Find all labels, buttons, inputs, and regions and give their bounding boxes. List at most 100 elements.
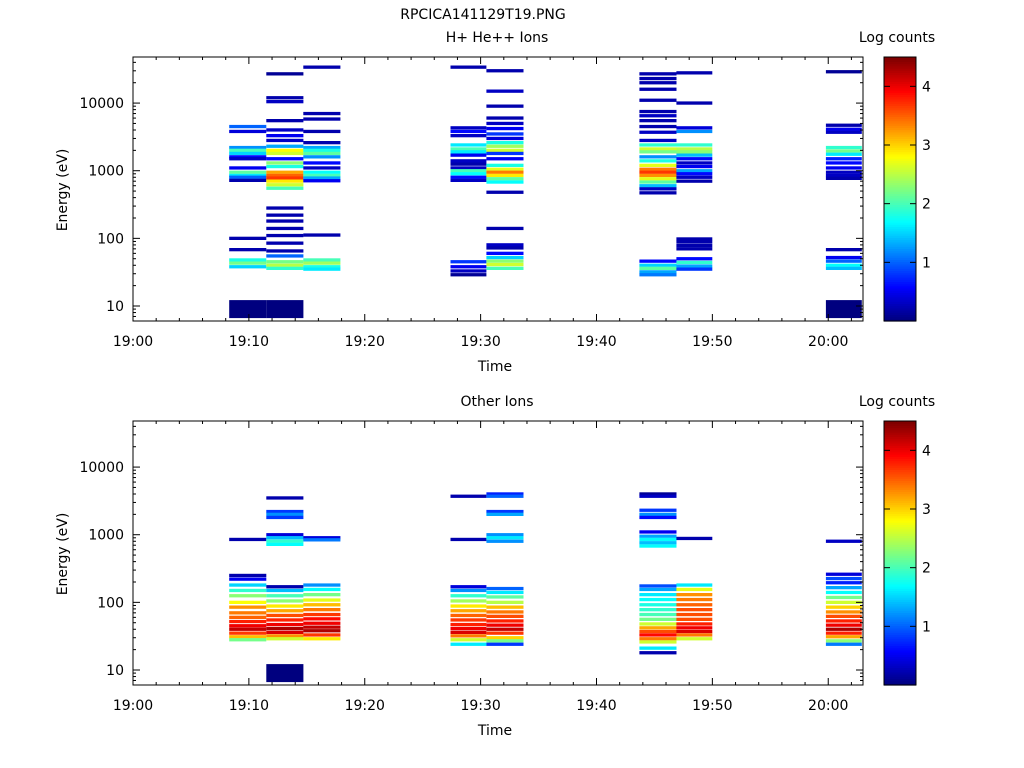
heatmap-cell	[486, 642, 524, 646]
colorbar-swatch	[884, 671, 916, 675]
colorbar-swatch	[884, 129, 916, 133]
heatmap-cell	[266, 604, 304, 608]
colorbar: 1 2 3 4	[883, 420, 931, 686]
colorbar-swatch	[884, 189, 916, 192]
y-tick-label: 1000	[88, 528, 124, 544]
heatmap-cell	[676, 626, 713, 630]
colorbar-swatch	[884, 427, 916, 431]
heatmap-cell	[303, 603, 341, 607]
heatmap-cell	[229, 605, 267, 609]
colorbar-swatch	[884, 421, 916, 424]
colorbar-swatch	[884, 195, 916, 199]
colorbar-swatch	[884, 432, 916, 435]
heatmap-cell	[825, 586, 862, 590]
x-tick-label: 19:30	[460, 334, 500, 350]
heatmap-cell	[676, 633, 713, 637]
heatmap-cell	[639, 119, 677, 123]
colorbar-swatch	[884, 676, 916, 679]
colorbar-swatch	[884, 667, 916, 671]
colorbar-swatch	[884, 125, 916, 128]
heatmap-cell	[825, 145, 862, 150]
heatmap-cell	[825, 605, 862, 609]
heatmap-cell	[676, 587, 713, 592]
heatmap-cell	[303, 161, 341, 165]
colorbar-swatch	[884, 219, 916, 223]
heatmap-cell	[266, 176, 304, 180]
heatmap-cell	[266, 266, 304, 270]
panel-h-he-ions: H+ He++ Ions Log counts Time Energy (eV)…	[55, 30, 935, 375]
heatmap-cell	[676, 157, 713, 161]
colorbar-swatch	[884, 634, 916, 638]
colorbar-swatch	[884, 259, 916, 263]
heatmap-cell	[486, 586, 524, 591]
heatmap-cells	[229, 492, 862, 683]
colorbar-swatch	[884, 616, 916, 620]
heatmap-cell	[486, 259, 524, 263]
heatmap-cell	[676, 244, 713, 248]
colorbar-swatch	[884, 449, 916, 453]
heatmap-cell	[229, 173, 267, 178]
colorbar-swatch	[884, 292, 916, 296]
heatmap-cell	[486, 243, 524, 247]
heatmap-cell	[486, 494, 524, 498]
colorbar-swatch	[884, 63, 916, 67]
heatmap-cell	[303, 151, 341, 156]
heatmap-cell	[229, 583, 267, 587]
colorbar-swatch	[884, 79, 916, 82]
heatmap-cell	[639, 72, 677, 76]
heatmap-cell	[266, 100, 304, 104]
heatmap-cell	[266, 630, 304, 634]
heatmap-cell	[229, 638, 267, 642]
colorbar-swatch	[884, 228, 916, 232]
colorbar-swatch	[884, 305, 916, 309]
heatmap-cell	[266, 300, 304, 319]
colorbar-swatch	[884, 498, 916, 501]
heatmap-cell	[825, 149, 862, 153]
colorbar-swatch	[884, 513, 916, 517]
heatmap-cell	[486, 512, 524, 516]
heatmap-cell	[825, 300, 862, 319]
heatmap-cell	[266, 161, 304, 165]
colorbar-swatch	[884, 167, 916, 170]
heatmap-cell	[639, 537, 677, 542]
page-title: RPCICA141129T19.PNG	[400, 7, 565, 23]
colorbar-swatch	[884, 614, 916, 618]
heatmap-cell	[825, 590, 862, 595]
heatmap-cell	[229, 151, 267, 156]
heatmap-cell	[825, 130, 862, 134]
y-tick-label: 10	[106, 663, 124, 679]
colorbar-swatch	[884, 277, 916, 280]
colorbar-tick-label: 1	[922, 255, 931, 271]
heatmap-cell	[266, 134, 304, 138]
colorbar-swatch	[884, 462, 916, 466]
colorbar-swatch	[884, 511, 916, 514]
colorbar-swatch	[884, 559, 916, 563]
heatmap-cell	[639, 143, 677, 147]
colorbar-swatch	[884, 314, 916, 318]
colorbar-swatch	[884, 312, 916, 315]
x-tick-label: 19:40	[576, 698, 616, 714]
x-axis-label: Time	[477, 723, 512, 739]
heatmap-cell	[229, 631, 267, 635]
heatmap-cell	[450, 260, 487, 264]
colorbar-swatch	[884, 599, 916, 602]
heatmap-cell	[486, 126, 524, 131]
heatmap-cell	[825, 635, 862, 639]
heatmap-cell	[266, 241, 304, 245]
heatmap-cell	[303, 608, 341, 612]
colorbar-swatch	[884, 471, 916, 475]
heatmap-cell	[639, 492, 677, 496]
heatmap-cell	[486, 636, 524, 640]
heatmap-cell	[486, 533, 524, 537]
heatmap-cell	[676, 179, 713, 183]
colorbar-swatch	[884, 164, 916, 168]
colorbar-swatch	[884, 531, 916, 534]
heatmap-cell	[639, 76, 677, 81]
heatmap-cell	[486, 132, 524, 136]
colorbar-swatch	[884, 162, 916, 166]
heatmap-cell	[639, 180, 677, 184]
heatmap-cell	[639, 130, 677, 134]
heatmap-cell	[450, 626, 487, 631]
heatmap-cell	[229, 236, 267, 240]
heatmap-cell	[639, 534, 677, 538]
